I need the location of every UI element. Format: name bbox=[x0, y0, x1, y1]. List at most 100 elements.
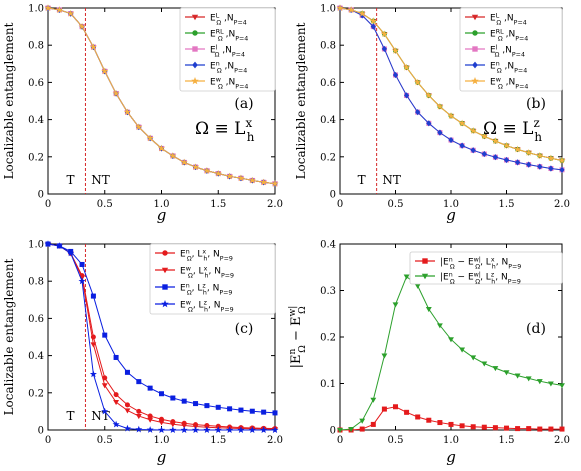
data-point bbox=[336, 4, 344, 11]
data-point bbox=[181, 423, 188, 429]
x-axis-label: g bbox=[157, 206, 167, 224]
data-point bbox=[261, 409, 267, 415]
data-point bbox=[459, 423, 465, 429]
data-point bbox=[425, 91, 433, 99]
legend-entry: |En Ω − Ew| Ω, Lx h, NP=9 bbox=[440, 256, 521, 270]
legend-entry: Ew Ω, Lz h, NP=9 bbox=[180, 299, 234, 313]
data-point bbox=[525, 376, 532, 382]
data-point bbox=[123, 108, 131, 116]
y-tick-label: 0.6 bbox=[320, 78, 336, 89]
data-point bbox=[44, 240, 52, 247]
x-tick-label: 0.5 bbox=[97, 199, 113, 210]
data-point bbox=[404, 92, 410, 99]
y-tick-label: 0 bbox=[330, 426, 336, 437]
legend-box bbox=[149, 243, 276, 315]
data-point bbox=[226, 426, 234, 433]
data-point bbox=[458, 119, 466, 127]
data-point bbox=[469, 127, 477, 134]
data-point bbox=[337, 427, 343, 434]
data-point bbox=[370, 421, 376, 427]
data-point bbox=[227, 406, 233, 412]
legend-marker bbox=[471, 77, 479, 85]
data-point bbox=[135, 123, 143, 131]
data-point bbox=[425, 307, 432, 313]
data-point bbox=[414, 78, 422, 86]
y-tick-label: 1.0 bbox=[28, 240, 44, 251]
data-point bbox=[370, 397, 377, 403]
legend: |En Ω − Ew| Ω, Lx h, NP=9|En Ω − Ew| Ω, Lz h, … bbox=[409, 251, 563, 285]
data-point bbox=[226, 172, 234, 180]
y-tick-label: 0.4 bbox=[28, 351, 44, 362]
data-point bbox=[548, 165, 554, 172]
legend-entry: El Ω ,NP=4 bbox=[210, 44, 245, 58]
x-axis-label: g bbox=[157, 448, 167, 466]
legend-box bbox=[179, 7, 276, 92]
data-point bbox=[89, 370, 97, 378]
data-point bbox=[514, 373, 521, 379]
data-point bbox=[359, 418, 366, 424]
data-point bbox=[381, 45, 387, 53]
x-tick-label: 0.5 bbox=[388, 199, 404, 210]
region-label-nt: NT bbox=[91, 173, 110, 187]
region-annotation: Ω ≡ Lx h bbox=[195, 116, 255, 144]
data-point bbox=[67, 249, 75, 257]
x-axis-label: g bbox=[446, 206, 456, 224]
x-tick-label: 0 bbox=[45, 199, 51, 210]
legend-marker bbox=[472, 61, 478, 69]
legend-marker bbox=[472, 46, 478, 52]
data-point bbox=[113, 392, 119, 398]
x-tick-label: 1.5 bbox=[210, 435, 226, 446]
data-point bbox=[548, 426, 554, 432]
x-tick-label: 0 bbox=[337, 199, 343, 210]
data-point bbox=[502, 141, 511, 149]
data-point bbox=[459, 142, 465, 149]
data-point bbox=[237, 426, 245, 433]
x-tick-label: 2.0 bbox=[554, 435, 570, 446]
data-point bbox=[124, 369, 130, 375]
data-point bbox=[44, 4, 52, 11]
data-point bbox=[470, 424, 476, 430]
data-point bbox=[381, 406, 387, 412]
data-point bbox=[448, 421, 454, 427]
data-point bbox=[180, 426, 188, 433]
region-label-t: T bbox=[358, 173, 366, 187]
data-point bbox=[135, 413, 142, 420]
y-axis-label: Localizable entanglement bbox=[2, 22, 16, 179]
data-point bbox=[448, 136, 454, 144]
legend-marker bbox=[161, 300, 169, 308]
legend-entry: Ew Ω ,NP=4 bbox=[490, 76, 528, 90]
x-tick-label: 0.5 bbox=[97, 435, 113, 446]
data-point bbox=[414, 283, 421, 289]
y-tick-label: 0.8 bbox=[28, 277, 44, 288]
y-tick-label: 0.8 bbox=[28, 41, 44, 52]
data-point bbox=[214, 426, 222, 433]
data-point bbox=[78, 22, 86, 30]
region-label-t: T bbox=[66, 409, 74, 423]
y-tick-label: 0.4 bbox=[320, 115, 336, 126]
y-tick-label: 0.2 bbox=[320, 333, 336, 344]
panel-label: (a) bbox=[234, 96, 253, 112]
data-point bbox=[79, 261, 85, 267]
legend-entry: EL Ω ,NP=4 bbox=[210, 12, 247, 26]
legend-entry: El Ω ,NP=4 bbox=[490, 44, 525, 58]
region-label-t: T bbox=[66, 173, 74, 187]
data-point bbox=[272, 410, 278, 416]
y-tick-label: 1.0 bbox=[28, 4, 44, 15]
y-axis-label: |EnΩ − Ew|Ω bbox=[288, 306, 308, 369]
data-point bbox=[503, 370, 510, 376]
x-tick-label: 0 bbox=[337, 435, 343, 446]
data-point bbox=[503, 156, 510, 164]
data-point bbox=[169, 426, 177, 433]
panel-a: 0 0.5 1.0 1.5 2.000.20.40.60.81.0gLocalizabl… bbox=[2, 4, 283, 225]
data-point bbox=[180, 158, 188, 166]
data-point bbox=[470, 355, 477, 361]
y-tick-label: 0.2 bbox=[28, 388, 44, 399]
legend-entry: En Ω, Lx h, NP=9 bbox=[180, 248, 233, 262]
data-point bbox=[426, 120, 432, 127]
data-point bbox=[492, 154, 498, 161]
data-point bbox=[271, 426, 279, 433]
panel-label: (c) bbox=[235, 321, 254, 337]
data-point bbox=[159, 391, 165, 397]
data-point bbox=[67, 9, 75, 17]
data-point bbox=[403, 274, 410, 280]
